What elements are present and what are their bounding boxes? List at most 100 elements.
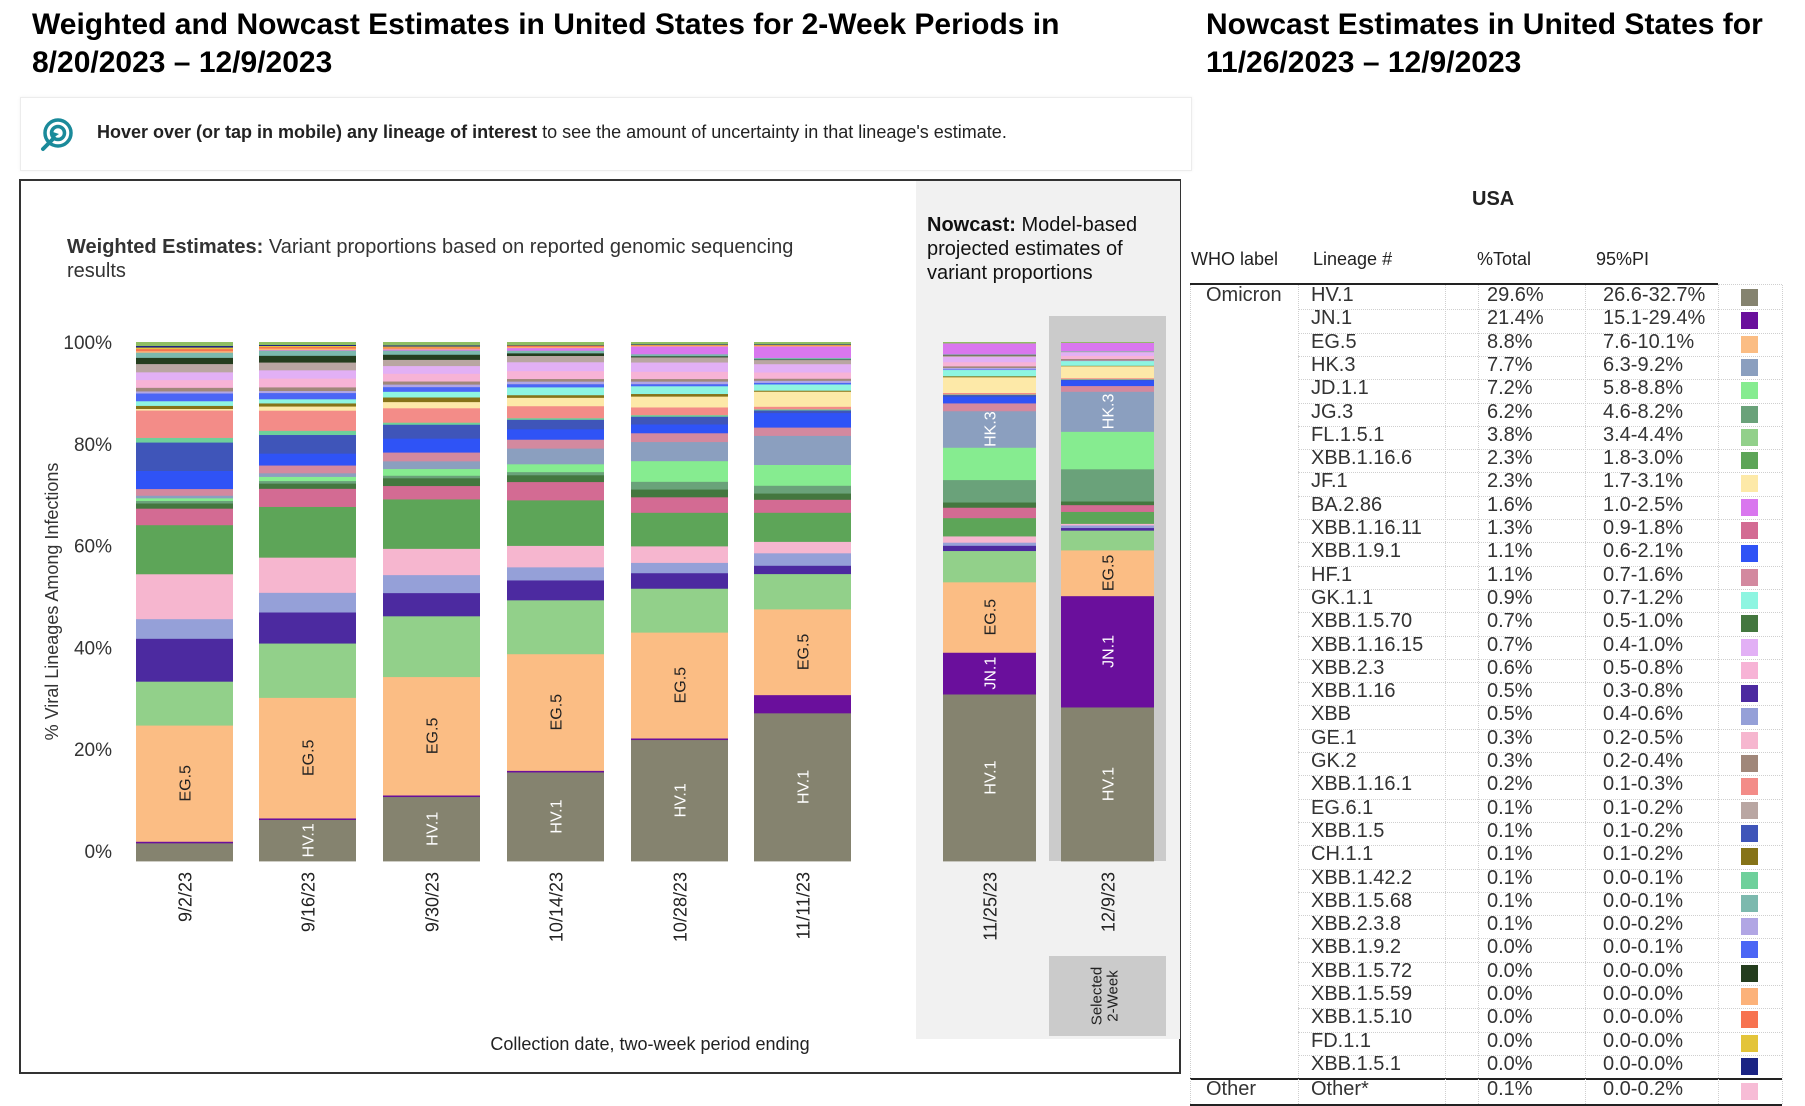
bar-segment-xbb-1-9-2[interactable]: [383, 386, 480, 392]
bar-segment-xbb-1-16-6[interactable]: [631, 512, 728, 547]
bar-segment-xbb-1-16-15[interactable]: [259, 369, 356, 379]
bar-segment-ba-2-86[interactable]: [754, 346, 851, 358]
bar-segment-xbb-1-16[interactable]: [136, 638, 233, 682]
bar-segment-xbb-1-42-2[interactable]: [754, 409, 851, 411]
table-row[interactable]: XBB.1.5.10 0.0% 0.0-0.0%: [1190, 1006, 1782, 1031]
bar-segment-other-[interactable]: [754, 342, 851, 345]
bar-segment-xbb-1-5-59[interactable]: [631, 345, 728, 347]
bar-segment-jg-3[interactable]: [136, 500, 233, 504]
bar-segment-fd-1-1[interactable]: [507, 345, 604, 347]
bar-segment-xbb-1-9-1[interactable]: [136, 470, 233, 490]
bar-segment-hv-1[interactable]: [631, 739, 728, 862]
table-row[interactable]: XBB.1.42.2 0.1% 0.0-0.1%: [1190, 867, 1782, 892]
bar-segment-jd-1-1[interactable]: [259, 476, 356, 482]
bar-segment-xbb-1-42-2[interactable]: [259, 430, 356, 436]
bar-segment-ba-2-86[interactable]: [1061, 342, 1154, 352]
bar-segment-xbb-1-16-1[interactable]: [943, 392, 1036, 395]
bar-segment-hf-1[interactable]: [754, 427, 851, 436]
bar-segment-xbb-1-42-2[interactable]: [631, 414, 728, 417]
bar-segment-xbb-2-3[interactable]: [754, 372, 851, 379]
bar-segment-jd-1-1[interactable]: [136, 497, 233, 501]
bar-segment-eg-6-1[interactable]: [507, 355, 604, 363]
bar-segment-fl-1-5-1[interactable]: [754, 573, 851, 610]
bar-segment-fl-1-5-1[interactable]: [383, 615, 480, 678]
bar-segment-eg-6-1[interactable]: [631, 356, 728, 363]
bar-segment-gk-2[interactable]: [507, 378, 604, 382]
bar-segment-xbb[interactable]: [1061, 525, 1154, 529]
bar-segment-xbb-1-16-11[interactable]: [136, 508, 233, 526]
bar-segment-gk-2[interactable]: [259, 387, 356, 392]
bar-segment-xbb-1-5-59[interactable]: [754, 345, 851, 347]
bar-segment-fd-1-1[interactable]: [754, 344, 851, 346]
bar-segment-xbb-1-5-1[interactable]: [631, 344, 728, 345]
bar-segment-eg-5[interactable]: [259, 697, 356, 819]
bar-segment-jg-3[interactable]: [943, 479, 1036, 503]
bar-segment-ch-1-1[interactable]: [507, 394, 604, 398]
bar-segment-jn-1[interactable]: [383, 795, 480, 798]
bar-segment-fd-1-1[interactable]: [136, 347, 233, 350]
bar-segment-xbb-2-3[interactable]: [943, 361, 1036, 367]
bar-segment-xbb-2-3-8[interactable]: [1061, 360, 1154, 362]
bar-segment-gk-1-1[interactable]: [383, 391, 480, 398]
bar-segment-xbb-1-16[interactable]: [943, 545, 1036, 552]
bar-segment-eg-5[interactable]: [1061, 550, 1154, 597]
bar-segment-xbb-1-42-2[interactable]: [383, 422, 480, 425]
bar-segment-jf-1[interactable]: [507, 397, 604, 407]
bar-segment-jn-1[interactable]: [943, 652, 1036, 695]
bar-segment-xbb-1-5-68[interactable]: [136, 352, 233, 358]
bar-segment-xbb-1-16-11[interactable]: [383, 485, 480, 500]
bar-segment-hk-3[interactable]: [1061, 391, 1154, 432]
bar-segment-xbb-2-3-8[interactable]: [943, 367, 1036, 370]
bar-segment-xbb-1-5[interactable]: [943, 394, 1036, 397]
bar-segment-xbb-1-5-1[interactable]: [507, 344, 604, 346]
bar-segment-xbb-1-16-15[interactable]: [507, 361, 604, 372]
bar-segment-ba-2-86[interactable]: [631, 346, 728, 355]
bar-segment-hk-3[interactable]: [631, 441, 728, 462]
bar-segment-jf-1[interactable]: [631, 396, 728, 408]
table-row[interactable]: XBB.1.5.59 0.0% 0.0-0.0%: [1190, 983, 1782, 1008]
table-row[interactable]: Omicron HV.1 29.6% 26.6-32.7%: [1190, 284, 1782, 309]
bar-segment-xbb-1-9-1[interactable]: [631, 424, 728, 434]
bar-segment-xbb-1-9-2[interactable]: [631, 383, 728, 387]
table-row[interactable]: HK.3 7.7% 6.3-9.2%: [1190, 354, 1782, 379]
bar-segment-xbb-1-5-10[interactable]: [383, 347, 480, 349]
bar-segment-jd-1-1[interactable]: [631, 460, 728, 482]
bar-segment-xbb-1-5-1[interactable]: [383, 345, 480, 347]
bar-segment-gk-2[interactable]: [754, 378, 851, 381]
bar-segment-jg-3[interactable]: [754, 485, 851, 494]
bar-segment-fl-1-5-1[interactable]: [507, 599, 604, 655]
bar-segment-xbb[interactable]: [631, 562, 728, 574]
bar-segment-jn-1[interactable]: [754, 694, 851, 714]
bar-segment-other-[interactable]: [383, 342, 480, 346]
bar-segment-fl-1-5-1[interactable]: [136, 681, 233, 726]
bar-segment-ba-2-86[interactable]: [259, 349, 356, 351]
table-row[interactable]: XBB.1.5 0.1% 0.1-0.2%: [1190, 820, 1782, 845]
bar-segment-ge-1[interactable]: [383, 548, 480, 576]
bar-segment-xbb-1-16-6[interactable]: [383, 499, 480, 549]
bar-segment-jd-1-1[interactable]: [943, 447, 1036, 481]
bar-segment-xbb[interactable]: [754, 552, 851, 566]
bar-segment-xbb-2-3-8[interactable]: [383, 384, 480, 388]
bar-segment-xbb-1-5-70[interactable]: [1061, 501, 1154, 506]
bar-segment-hk-3[interactable]: [943, 410, 1036, 448]
bar-segment-xbb-1-5-10[interactable]: [754, 345, 851, 347]
bar-segment-xbb-1-42-2[interactable]: [507, 417, 604, 420]
bar-segment-ch-1-1[interactable]: [943, 375, 1036, 378]
bar-segment-xbb-1-5[interactable]: [507, 419, 604, 430]
table-row[interactable]: XBB.1.9.2 0.0% 0.0-0.1%: [1190, 936, 1782, 961]
bar-segment-xbb-1-16-15[interactable]: [631, 362, 728, 372]
bar-segment-xbb-1-16-6[interactable]: [259, 506, 356, 558]
bar-segment-xbb-1-9-1[interactable]: [259, 453, 356, 466]
bar-segment-gk-2[interactable]: [943, 365, 1036, 368]
bar-segment-xbb-1-16-1[interactable]: [383, 407, 480, 423]
bar-segment-xbb-1-16[interactable]: [259, 612, 356, 644]
bar-segment-xbb-1-16-11[interactable]: [1061, 504, 1154, 512]
bar-segment-hv-1[interactable]: [754, 712, 851, 862]
table-row[interactable]: JF.1 2.3% 1.7-3.1%: [1190, 470, 1782, 495]
table-row[interactable]: XBB.1.16.11 1.3% 0.9-1.8%: [1190, 517, 1782, 542]
bar-segment-jn-1[interactable]: [507, 770, 604, 773]
bar-segment-xbb[interactable]: [259, 592, 356, 613]
bar-segment-eg-5[interactable]: [943, 581, 1036, 653]
table-row[interactable]: HF.1 1.1% 0.7-1.6%: [1190, 564, 1782, 589]
bar-segment-jd-1-1[interactable]: [754, 464, 851, 486]
